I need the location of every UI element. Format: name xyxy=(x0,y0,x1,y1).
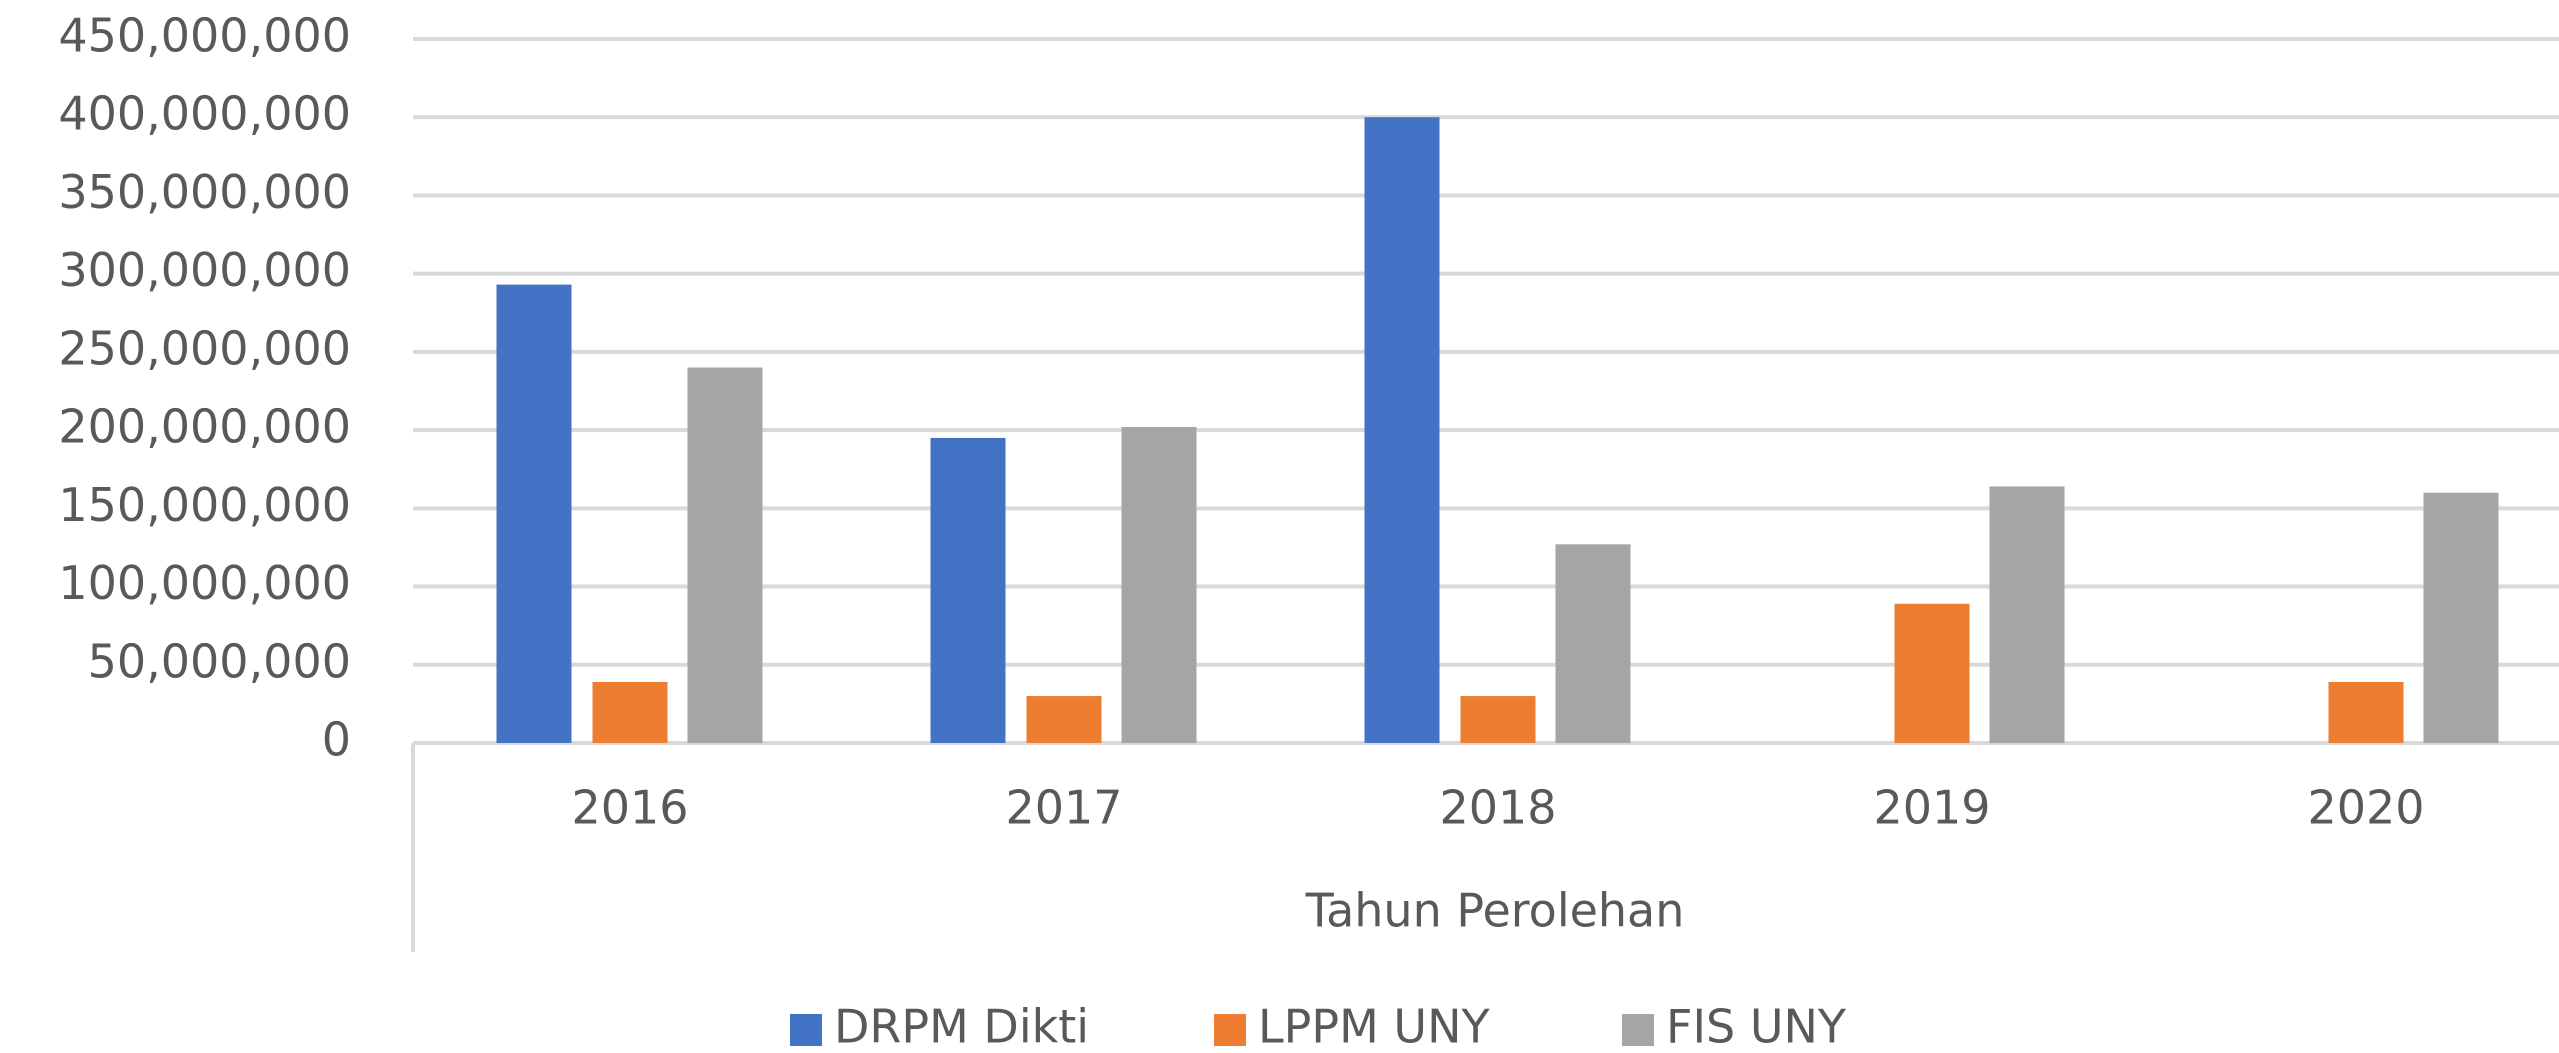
y-tick-label: 0 xyxy=(322,713,351,767)
y-tick-label: 350,000,000 xyxy=(58,165,351,219)
bar xyxy=(1026,696,1102,743)
y-tick-label: 150,000,000 xyxy=(58,478,351,532)
x-tick-label: 2018 xyxy=(1439,781,1556,835)
x-axis-title: Tahun Perolehan xyxy=(1305,884,1685,938)
legend-label: LPPM UNY xyxy=(1258,1000,1490,1053)
legend-swatch xyxy=(1214,1014,1246,1046)
bar xyxy=(1555,544,1631,743)
bar xyxy=(1364,117,1440,743)
bar xyxy=(2328,681,2404,743)
x-tick-label: 2020 xyxy=(2307,781,2424,835)
y-tick-label: 300,000,000 xyxy=(58,243,351,297)
bar xyxy=(592,681,668,743)
bar xyxy=(1121,426,1197,743)
legend-label: DRPM Dikti xyxy=(834,1000,1089,1053)
y-tick-label: 50,000,000 xyxy=(88,634,351,688)
legend-swatch xyxy=(1622,1014,1654,1046)
x-tick-label: 2016 xyxy=(571,781,688,835)
bar xyxy=(1989,486,2065,743)
legend-swatch xyxy=(790,1014,822,1046)
bar xyxy=(930,437,1006,743)
bar xyxy=(2423,492,2499,743)
bar xyxy=(1894,603,1970,743)
x-tick-label: 2017 xyxy=(1005,781,1122,835)
bar xyxy=(687,367,763,743)
y-tick-label: 250,000,000 xyxy=(58,321,351,375)
y-tick-label: 100,000,000 xyxy=(58,556,351,610)
bar xyxy=(496,284,572,743)
bar xyxy=(1460,696,1536,743)
y-tick-label: 400,000,000 xyxy=(58,87,351,141)
x-tick-label: 2019 xyxy=(1873,781,1990,835)
legend-label: FIS UNY xyxy=(1666,1000,1847,1053)
y-tick-label: 450,000,000 xyxy=(58,9,351,63)
y-tick-label: 200,000,000 xyxy=(58,400,351,454)
